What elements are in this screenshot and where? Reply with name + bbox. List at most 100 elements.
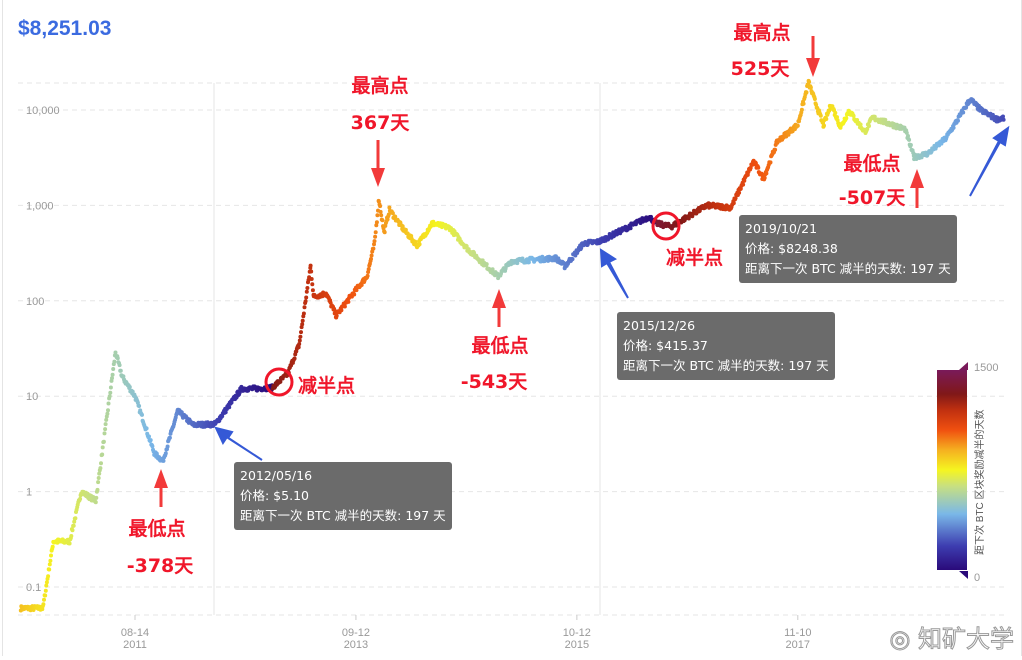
colorbar-max-label: 1500 bbox=[974, 362, 998, 374]
price-dot bbox=[371, 246, 376, 251]
price-dot bbox=[48, 558, 53, 563]
blue-pointer-arrow-icon bbox=[969, 125, 1010, 197]
tooltip-date: 2015/12/26 bbox=[623, 318, 696, 333]
price-dot bbox=[851, 113, 856, 118]
low3-days: -507天 bbox=[839, 187, 907, 209]
price-dot bbox=[768, 160, 773, 165]
y-tick-label: 10 bbox=[26, 391, 38, 403]
price-dot bbox=[103, 427, 108, 432]
price-dot bbox=[540, 254, 545, 259]
price-dot bbox=[73, 516, 78, 521]
price-dot bbox=[99, 461, 103, 466]
tooltip: 2015/12/26 价格: $415.37 距离下一次 BTC 减半的天数: … bbox=[617, 312, 835, 380]
colorbar-min-handle[interactable] bbox=[959, 571, 968, 579]
price-dot bbox=[150, 444, 155, 449]
price-dot bbox=[1001, 114, 1005, 119]
price-dot bbox=[71, 523, 76, 528]
colorbar-gradient bbox=[937, 370, 967, 570]
price-dot bbox=[108, 385, 113, 390]
price-dot bbox=[393, 214, 398, 219]
y-tick-label: 10,000 bbox=[26, 105, 60, 117]
price-dot bbox=[95, 487, 100, 492]
price-dot bbox=[93, 500, 98, 505]
low2-label: 最低点 bbox=[471, 334, 528, 357]
price-dot bbox=[822, 123, 826, 128]
price-dot bbox=[110, 376, 114, 381]
price-dot bbox=[167, 435, 172, 440]
price-dot bbox=[808, 85, 813, 90]
price-dot bbox=[115, 356, 120, 361]
watermark: ◎ 知矿大学 bbox=[889, 619, 1015, 654]
price-dot bbox=[49, 553, 53, 558]
price-dot bbox=[764, 171, 769, 176]
price-dot bbox=[70, 528, 75, 533]
tooltip-price: 价格: $5.10 bbox=[240, 488, 309, 503]
price-dot bbox=[339, 308, 344, 313]
blue-pointer-arrow-icon bbox=[599, 248, 629, 299]
price-dot bbox=[43, 588, 48, 593]
price-dot bbox=[308, 263, 313, 268]
price-dot bbox=[801, 101, 806, 106]
colorbar[interactable]: 1500 0 距下次 BTC 区块奖励减半的天数 bbox=[937, 362, 998, 584]
price-dot bbox=[300, 318, 305, 323]
price-dot bbox=[137, 404, 142, 408]
price-dot bbox=[103, 422, 108, 427]
price-dot bbox=[309, 269, 314, 274]
price-dot bbox=[310, 288, 315, 293]
price-dot bbox=[148, 438, 153, 443]
halving1-label: 减半点 bbox=[298, 374, 355, 397]
price-dot bbox=[163, 451, 168, 456]
price-dot bbox=[117, 363, 122, 368]
price-dot bbox=[78, 496, 83, 501]
price-dot bbox=[649, 214, 653, 219]
price-dot bbox=[374, 220, 379, 225]
price-dot bbox=[372, 242, 376, 247]
price-dot bbox=[342, 304, 347, 309]
price-dot bbox=[742, 178, 747, 183]
price-dot bbox=[223, 410, 228, 415]
price-dot bbox=[113, 350, 118, 355]
price-dot bbox=[738, 186, 743, 191]
price-dot bbox=[390, 211, 395, 216]
y-tick-label: 1 bbox=[26, 487, 32, 499]
price-dot bbox=[278, 379, 283, 384]
price-dot bbox=[818, 113, 823, 118]
x-tick-label: 08-14 bbox=[121, 627, 149, 639]
peak2-days: 525天 bbox=[731, 58, 791, 80]
weibo-logo-icon: ◎ bbox=[889, 625, 918, 654]
y-tick-label: 1,000 bbox=[26, 200, 54, 212]
price-dot bbox=[107, 394, 112, 399]
price-dot bbox=[110, 372, 115, 377]
price-dot bbox=[296, 345, 301, 350]
price-dot bbox=[417, 242, 422, 247]
price-dot bbox=[118, 368, 123, 373]
price-dot bbox=[956, 118, 960, 123]
price-dot bbox=[127, 385, 132, 389]
price-dot bbox=[570, 257, 575, 262]
current-price: $8,251.03 bbox=[18, 17, 112, 40]
price-dot bbox=[106, 401, 111, 406]
low1-label: 最低点 bbox=[128, 517, 185, 540]
colorbar-max-handle[interactable] bbox=[959, 362, 968, 370]
price-dot bbox=[382, 230, 387, 235]
price-dot bbox=[44, 580, 49, 585]
halving2-label: 减半点 bbox=[666, 246, 723, 269]
price-dot bbox=[733, 196, 738, 201]
price-dot bbox=[352, 292, 357, 297]
price-dot bbox=[951, 125, 956, 130]
price-dot bbox=[303, 299, 308, 304]
price-dot bbox=[741, 182, 746, 187]
price-dot bbox=[373, 234, 378, 239]
price-dot bbox=[526, 260, 531, 265]
tooltip-date: 2019/10/21 bbox=[745, 221, 818, 236]
price-dot bbox=[43, 593, 48, 598]
price-dot bbox=[161, 458, 166, 463]
price-dot bbox=[1001, 117, 1006, 122]
price-dot bbox=[748, 165, 753, 170]
price-dot bbox=[98, 466, 103, 471]
tooltip-price: 价格: $415.37 bbox=[623, 338, 708, 353]
price-dot bbox=[369, 253, 374, 258]
price-dot bbox=[67, 541, 72, 546]
